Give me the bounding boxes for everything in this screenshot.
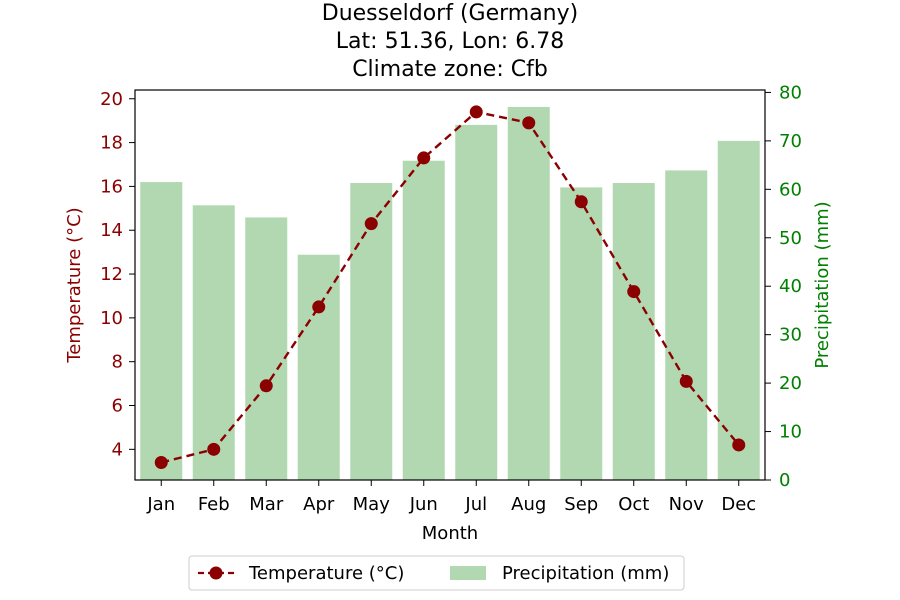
precipitation-bar-sep	[560, 187, 603, 480]
precipitation-bar-feb	[192, 205, 235, 481]
y-right-tick-label: 0	[779, 470, 790, 491]
x-axis-label: Month	[422, 523, 478, 544]
y-right-tick-label: 10	[779, 422, 802, 443]
y-axis-label-left: Temperature (°C)	[64, 207, 85, 363]
y-right-tick-label: 60	[779, 179, 802, 200]
plot-frame	[134, 89, 766, 481]
x-tick-label: Nov	[669, 494, 704, 515]
legend-temperature-label: Temperature (°C)	[248, 563, 404, 584]
y-left-tick-label: 18	[100, 133, 123, 154]
precipitation-bar-apr	[297, 254, 340, 480]
y-left-tick-label: 14	[100, 220, 123, 241]
y-left-tick-label: 6	[112, 396, 123, 417]
precipitation-bar-aug	[507, 106, 550, 481]
x-tick-label: Mar	[249, 494, 284, 515]
x-tick-label: Sep	[564, 494, 598, 515]
y-left-tick-label: 12	[100, 264, 123, 285]
x-tick-label: Jul	[464, 494, 487, 515]
legend-box	[188, 555, 685, 591]
y-left-tick-label: 4	[112, 439, 123, 460]
tick-labels: Jan Feb Mar Apr May Jun Jul Aug Sep Oct Nov Dec 4 6 8 1…	[100, 82, 802, 515]
x-tick-label: Feb	[198, 494, 230, 515]
y-right-tick-label: 20	[779, 373, 802, 394]
legend: Temperature (°C) Precipitation (mm)	[188, 555, 685, 591]
temperature-point-dec	[732, 438, 746, 452]
precipitation-bars	[140, 106, 760, 481]
y-right-tick-label: 30	[779, 325, 802, 346]
legend-precipitation-label: Precipitation (mm)	[502, 563, 669, 584]
x-tick-label: Jan	[146, 494, 175, 515]
precipitation-bar-jan	[140, 182, 183, 481]
y-left-tick-label: 20	[100, 89, 123, 110]
x-tick-label: Jun	[409, 494, 438, 515]
y-left-tick-label: 8	[112, 352, 123, 373]
x-tick-label: Apr	[303, 494, 335, 515]
axes	[134, 89, 766, 481]
temperature-point-oct	[627, 285, 641, 299]
x-tick-label: Oct	[618, 494, 649, 515]
temperature-point-jun	[417, 151, 431, 165]
temperature-series-line	[160, 110, 740, 464]
y-left-tick-label: 16	[100, 176, 123, 197]
temperature-point-nov	[679, 374, 693, 388]
precipitation-bar-jun	[402, 160, 445, 481]
y-right-tick-label: 70	[779, 131, 802, 152]
temperature-point-sep	[574, 195, 588, 209]
temperature-point-feb	[207, 442, 221, 456]
x-tick-label: Aug	[511, 494, 546, 515]
precipitation-bar-mar	[245, 217, 288, 481]
legend-temperature-marker	[209, 566, 223, 580]
chart-title-line-3: Climate zone: Cfb	[352, 57, 548, 82]
chart-title-line-1: Duesseldorf (Germany)	[321, 1, 579, 26]
precipitation-bar-oct	[612, 183, 655, 480]
chart-title-line-2: Lat: 51.36, Lon: 6.78	[335, 29, 565, 54]
y-left-tick-label: 10	[100, 308, 123, 329]
temperature-point-apr	[312, 300, 326, 314]
temperature-point-may	[364, 217, 378, 231]
y-right-tick-label: 80	[779, 82, 802, 103]
y-right-tick-label: 50	[779, 228, 802, 249]
x-tick-label: May	[353, 494, 391, 515]
precipitation-bar-jul	[455, 124, 498, 480]
precipitation-bar-dec	[717, 140, 760, 480]
y-axis-label-right: Precipitation (mm)	[812, 201, 833, 368]
legend-precipitation-swatch	[450, 566, 486, 580]
precipitation-bar-may	[350, 183, 393, 480]
temperature-point-jan	[154, 455, 168, 469]
temperature-point-aug	[522, 116, 536, 130]
temperature-point-jul	[469, 105, 483, 119]
y-right-tick-label: 40	[779, 276, 802, 297]
temperature-point-mar	[259, 379, 273, 393]
temperature-line	[154, 105, 746, 469]
x-tick-label: Dec	[721, 494, 756, 515]
precipitation-bar-nov	[665, 170, 708, 481]
